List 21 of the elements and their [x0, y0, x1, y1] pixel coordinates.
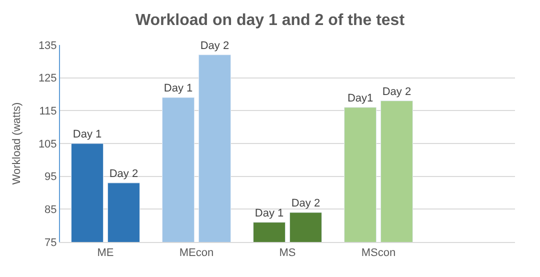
y-tick-label: 75 — [44, 236, 57, 249]
y-tick-label: 95 — [44, 171, 57, 184]
data-label: Day 2 — [291, 197, 320, 210]
data-label: Day1 — [347, 92, 374, 104]
y-tick-label: 115 — [39, 106, 57, 118]
y-tick-label: 135 — [38, 40, 57, 52]
data-label: Day 2 — [382, 86, 412, 98]
data-label: Day 2 — [109, 168, 138, 180]
x-tick-label: MS — [279, 247, 296, 260]
y-axis-title: Workload (watts) — [11, 102, 24, 185]
data-label: Day 2 — [200, 40, 230, 52]
x-tick-label: ME — [97, 247, 114, 260]
y-tick-label: 85 — [44, 204, 57, 216]
y-tick-label: 125 — [38, 72, 57, 85]
x-tick-label: MScon — [361, 247, 396, 260]
x-tick-label: MEcon — [179, 247, 214, 260]
chart-title: Workload on day 1 and 2 of the test — [135, 12, 406, 30]
y-tick-label: 105 — [38, 138, 57, 150]
data-label: Day 1 — [164, 82, 193, 95]
data-label: Day 1 — [72, 128, 102, 140]
data-label: Day 1 — [254, 207, 284, 220]
